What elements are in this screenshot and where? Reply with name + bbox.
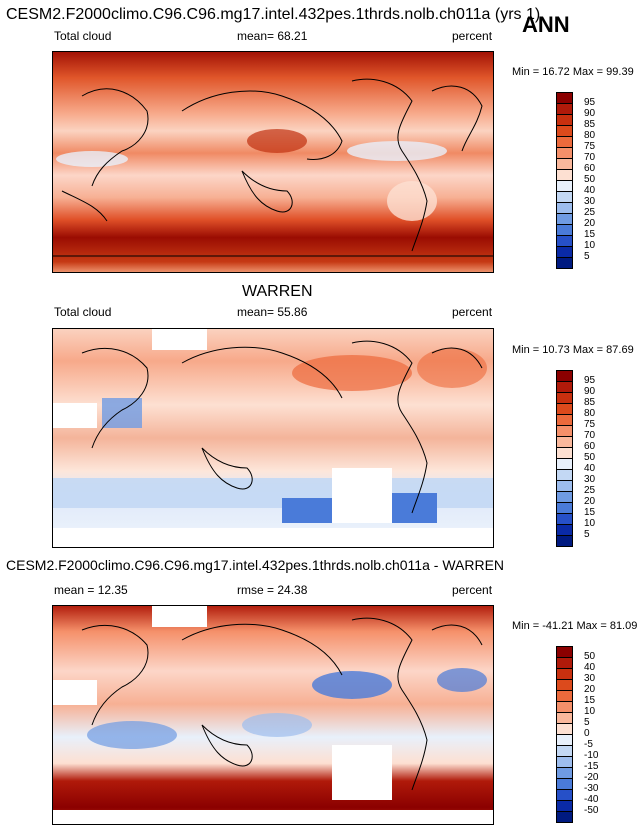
panel3-colorbar-label: -20 — [584, 772, 599, 783]
panel1-colorbar-label: 15 — [584, 229, 596, 240]
panel1-colorbar-label: 30 — [584, 196, 596, 207]
panel2-title: WARREN — [242, 283, 313, 300]
panel1-colorbar-label: 90 — [584, 108, 596, 119]
panel1-units: percent — [452, 29, 493, 43]
panel3-colorbar-label: -50 — [584, 805, 599, 816]
panel1-colorbar-swatch — [556, 257, 573, 269]
panel3-map — [52, 605, 494, 825]
panel1-colorbar-label: 75 — [584, 141, 596, 152]
panel1-colorbar-label: 95 — [584, 97, 596, 108]
panel1-colorbar-label: 20 — [584, 218, 596, 229]
panel2-colorbar-label: 15 — [584, 507, 596, 518]
panel3-colorbar-label: -40 — [584, 794, 599, 805]
panel3-colorbar-label: 50 — [584, 651, 596, 662]
panel2-colorbar-swatch — [556, 535, 573, 547]
panel3-mean: mean = 12.35 — [54, 583, 128, 597]
panel3-colorbar-label: 15 — [584, 695, 596, 706]
panel1-mean: mean= 68.21 — [237, 29, 308, 43]
panel2-colorbar-label: 80 — [584, 408, 596, 419]
panel2-colorbar: 95 90 85 80 75 70 60 50 40 30 25 20 15 1… — [556, 370, 616, 547]
panel1-colorbar-label: 50 — [584, 174, 596, 185]
panel3-colorbar-label: 20 — [584, 684, 596, 695]
panel3-colorbar-label: 0 — [584, 728, 590, 739]
panel1-minmax: Min = 16.72 Max = 99.39 — [512, 66, 634, 78]
panel1-colorbar-label: 70 — [584, 152, 596, 163]
panel1-colorbar: 95 90 85 80 75 70 60 50 40 30 25 20 15 1… — [556, 92, 616, 269]
panel3-colorbar-label: 30 — [584, 673, 596, 684]
panel3-colorbar: 50 40 30 20 15 10 5 0 -5 -10 -15 -20 -30… — [556, 646, 616, 823]
panel2-variable: Total cloud — [54, 305, 112, 319]
panel3-colorbar-label: 10 — [584, 706, 596, 717]
panel2-colorbar-label: 20 — [584, 496, 596, 507]
panel1-variable: Total cloud — [54, 29, 112, 43]
panel3-colorbar-swatch — [556, 811, 573, 823]
panel3-title: CESM2.F2000climo.C96.C96.mg17.intel.432p… — [6, 557, 505, 573]
panel3-colorbar-label: 40 — [584, 662, 596, 673]
panel3-rmse: rmse = 24.38 — [237, 583, 308, 597]
panel2-colorbar-label: 90 — [584, 386, 596, 397]
panel2-colorbar-label: 5 — [584, 529, 590, 540]
panel3-colorbar-label: 5 — [584, 717, 590, 728]
panel1-map — [52, 51, 494, 273]
panel2-minmax: Min = 10.73 Max = 87.69 — [512, 344, 634, 356]
panel1-colorbar-label: 5 — [584, 251, 590, 262]
panel1-colorbar-label: 60 — [584, 163, 596, 174]
panel2-colorbar-label: 30 — [584, 474, 596, 485]
panel2-colorbar-label: 85 — [584, 397, 596, 408]
panel2-mean: mean= 55.86 — [237, 305, 308, 319]
panel2-colorbar-label: 70 — [584, 430, 596, 441]
panel2-map — [52, 328, 494, 548]
panel2-colorbar-label: 10 — [584, 518, 596, 529]
season-label: ANN — [522, 12, 570, 37]
main-title: CESM2.F2000climo.C96.C96.mg17.intel.432p… — [6, 6, 541, 23]
panel3-colorbar-label: -30 — [584, 783, 599, 794]
panel1-colorbar-label: 80 — [584, 130, 596, 141]
panel3-units: percent — [452, 583, 493, 597]
panel2-units: percent — [452, 305, 493, 319]
panel1-colorbar-label: 10 — [584, 240, 596, 251]
panel3-colorbar-label: -5 — [584, 739, 593, 750]
panel2-colorbar-label: 25 — [584, 485, 596, 496]
panel3-colorbar-label: -10 — [584, 750, 599, 761]
panel2-colorbar-label: 50 — [584, 452, 596, 463]
panel2-colorbar-label: 95 — [584, 375, 596, 386]
panel1-colorbar-label: 25 — [584, 207, 596, 218]
panel2-colorbar-label: 75 — [584, 419, 596, 430]
panel1-colorbar-label: 85 — [584, 119, 596, 130]
panel2-colorbar-label: 60 — [584, 441, 596, 452]
panel3-colorbar-label: -15 — [584, 761, 599, 772]
panel2-colorbar-label: 40 — [584, 463, 596, 474]
panel1-colorbar-label: 40 — [584, 185, 596, 196]
panel3-minmax: Min = -41.21 Max = 81.09 — [512, 620, 638, 632]
